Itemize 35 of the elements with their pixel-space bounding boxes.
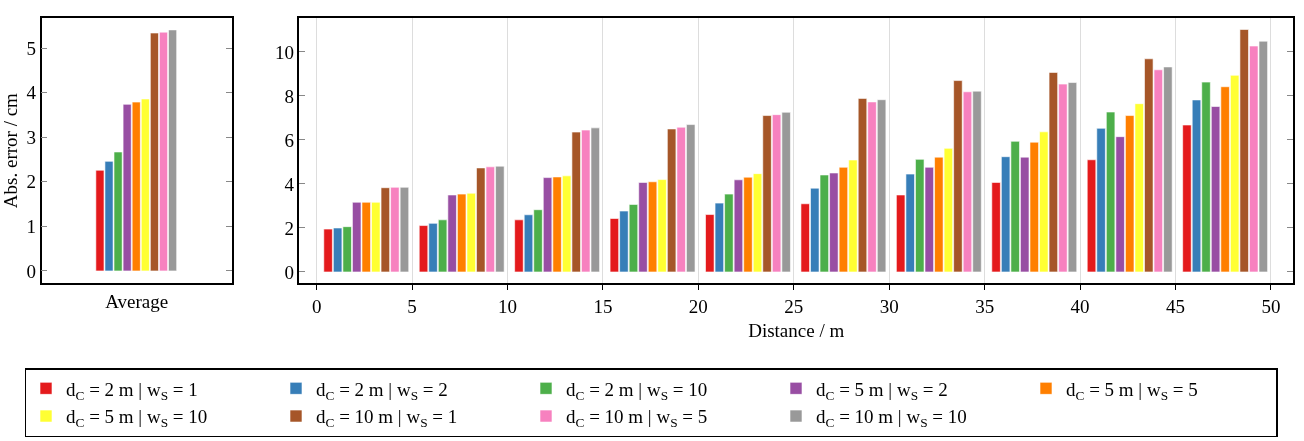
y-tick-label: 2 [284, 217, 294, 239]
x-tick-label: 20 [688, 295, 708, 317]
legend-label: d$_{C}$ = 2 m | w$_{S}$ = 1 [66, 378, 198, 403]
legend-label: d$_{C}$ = 5 m | w$_{S}$ = 10 [66, 406, 208, 431]
x-tick-label: 45 [1166, 295, 1186, 317]
legend-label: d$_{C}$ = 10 m | w$_{S}$ = 5 [566, 406, 708, 431]
legend-label: d$_{C}$ = 10 m | w$_{S}$ = 1 [316, 406, 458, 431]
y-tick-label: 5 [26, 37, 37, 59]
y-tick-label: 4 [26, 82, 37, 104]
legend-label: d$_{C}$ = 5 m | w$_{S}$ = 2 [816, 378, 948, 403]
y-tick-label: 2 [26, 171, 37, 193]
x-tick-label: 40 [1070, 295, 1090, 317]
y-axis-title: Abs. error / cm [0, 92, 21, 209]
legend-label: d$_{C}$ = 5 m | w$_{S}$ = 5 [1066, 378, 1198, 403]
legend-label: d$_{C}$ = 10 m | w$_{S}$ = 10 [816, 406, 967, 431]
y-tick-label: 10 [274, 41, 294, 63]
x-tick-label: 30 [879, 295, 899, 317]
y-tick-label: 0 [284, 261, 294, 283]
y-tick-label: 6 [284, 129, 294, 151]
y-tick-label: 1 [26, 216, 37, 238]
y-tick-label: 3 [26, 126, 37, 148]
x-tick-label: 25 [784, 295, 804, 317]
y-tick-label: 8 [284, 85, 294, 107]
x-tick-label: Average [105, 290, 169, 312]
legend-label: d$_{C}$ = 2 m | w$_{S}$ = 2 [316, 378, 448, 403]
x-tick-label: 35 [975, 295, 995, 317]
x-tick-label: 5 [407, 295, 417, 317]
legend-label: d$_{C}$ = 2 m | w$_{S}$ = 10 [566, 378, 708, 403]
x-axis-title: Distance / m [748, 320, 845, 342]
x-tick-label: 0 [311, 295, 322, 317]
y-tick-label: 4 [284, 173, 295, 195]
x-tick-label: 10 [498, 295, 517, 317]
x-tick-label: 50 [1261, 295, 1281, 317]
x-tick-label: 15 [593, 295, 613, 317]
y-tick-label: 0 [26, 260, 37, 282]
